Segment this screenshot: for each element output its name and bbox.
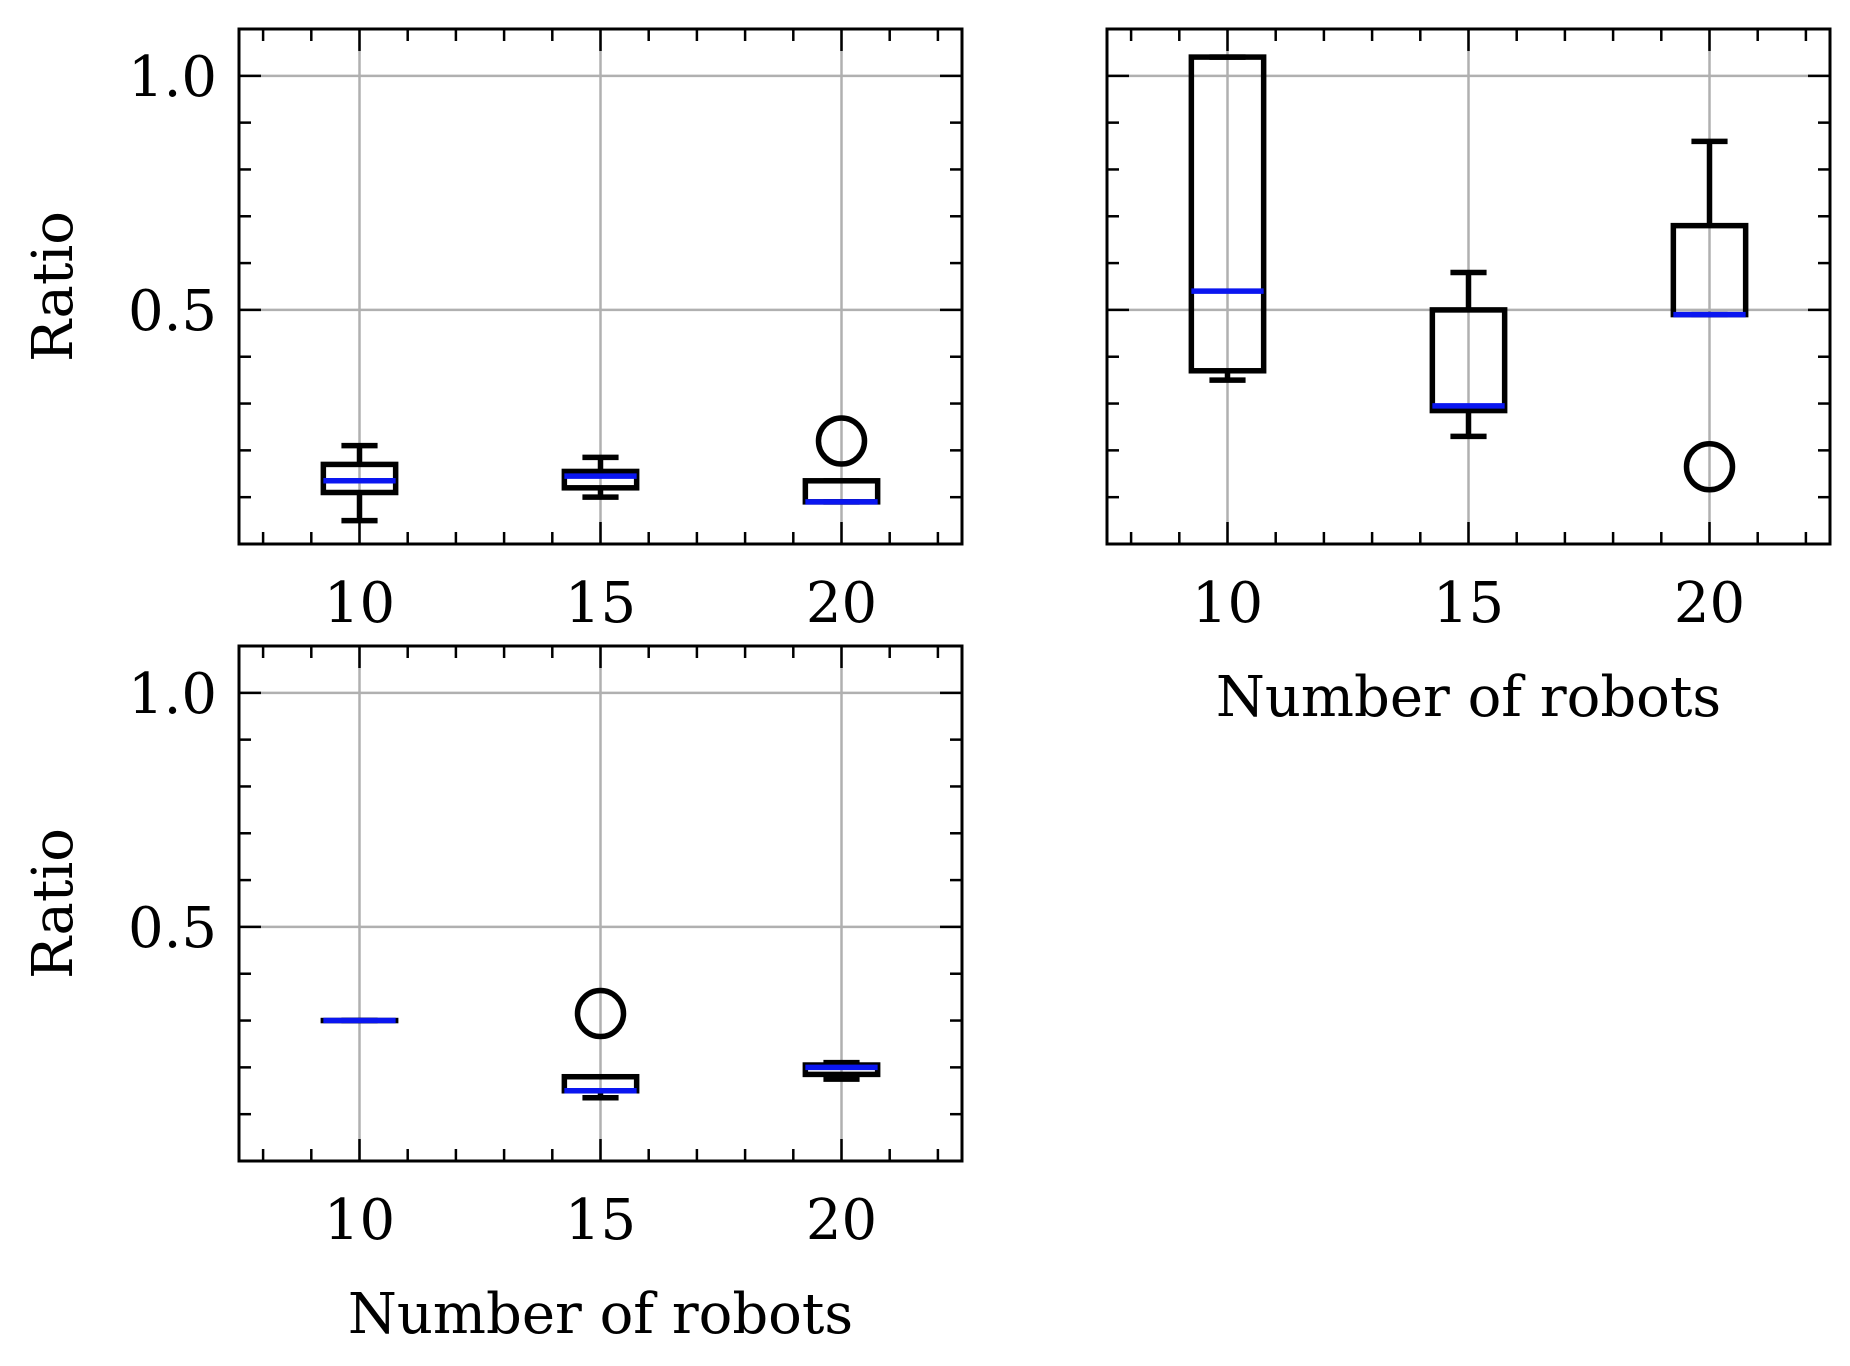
y-tick-label: 0.5 <box>128 896 217 961</box>
axes-frame <box>237 644 964 1163</box>
axes-frame <box>1105 27 1832 546</box>
x-tick-label: 20 <box>806 1188 877 1253</box>
box-body <box>1188 54 1267 374</box>
outlier-point <box>815 415 868 467</box>
x-axis-title: Number of robots <box>1216 665 1721 730</box>
box-15 <box>561 987 640 1101</box>
x-tick-label: 10 <box>324 1188 395 1253</box>
x-tick-label: 20 <box>1674 571 1745 636</box>
outlier-point <box>574 987 627 1040</box>
panel-top-right: 10 15 20 Number of robots <box>1105 27 1832 730</box>
outlier-point <box>1683 441 1736 493</box>
axes-frame <box>237 27 964 546</box>
x-axis-title: Number of robots <box>348 1282 853 1347</box>
x-tick-label: 15 <box>565 571 636 636</box>
y-axis-title: Ratio <box>21 828 86 979</box>
x-tick-label: 15 <box>565 1188 636 1253</box>
x-tick-label: 10 <box>324 571 395 636</box>
box-15 <box>561 454 640 500</box>
panel-bottom-left: 10 15 20 1.0 0.5 Ratio Number of robots <box>21 644 964 1347</box>
y-axis-title: Ratio <box>21 211 86 362</box>
x-tick-label: 15 <box>1433 571 1504 636</box>
box-20 <box>802 1059 881 1082</box>
panel-top-left: 10 15 20 1.0 0.5 Ratio <box>21 27 964 636</box>
box-body <box>561 468 640 491</box>
box-20 <box>802 415 881 505</box>
x-tick-label: 10 <box>1192 571 1263 636</box>
box-10 <box>1188 54 1267 383</box>
box-10 <box>320 442 399 524</box>
box-15 <box>1429 269 1508 440</box>
y-tick-label: 1.0 <box>128 45 217 110</box>
x-tick-label: 20 <box>806 571 877 636</box>
box-body <box>1429 307 1508 414</box>
y-tick-label: 1.0 <box>128 662 217 727</box>
y-tick-label: 0.5 <box>128 279 217 344</box>
box-20 <box>1670 138 1749 493</box>
